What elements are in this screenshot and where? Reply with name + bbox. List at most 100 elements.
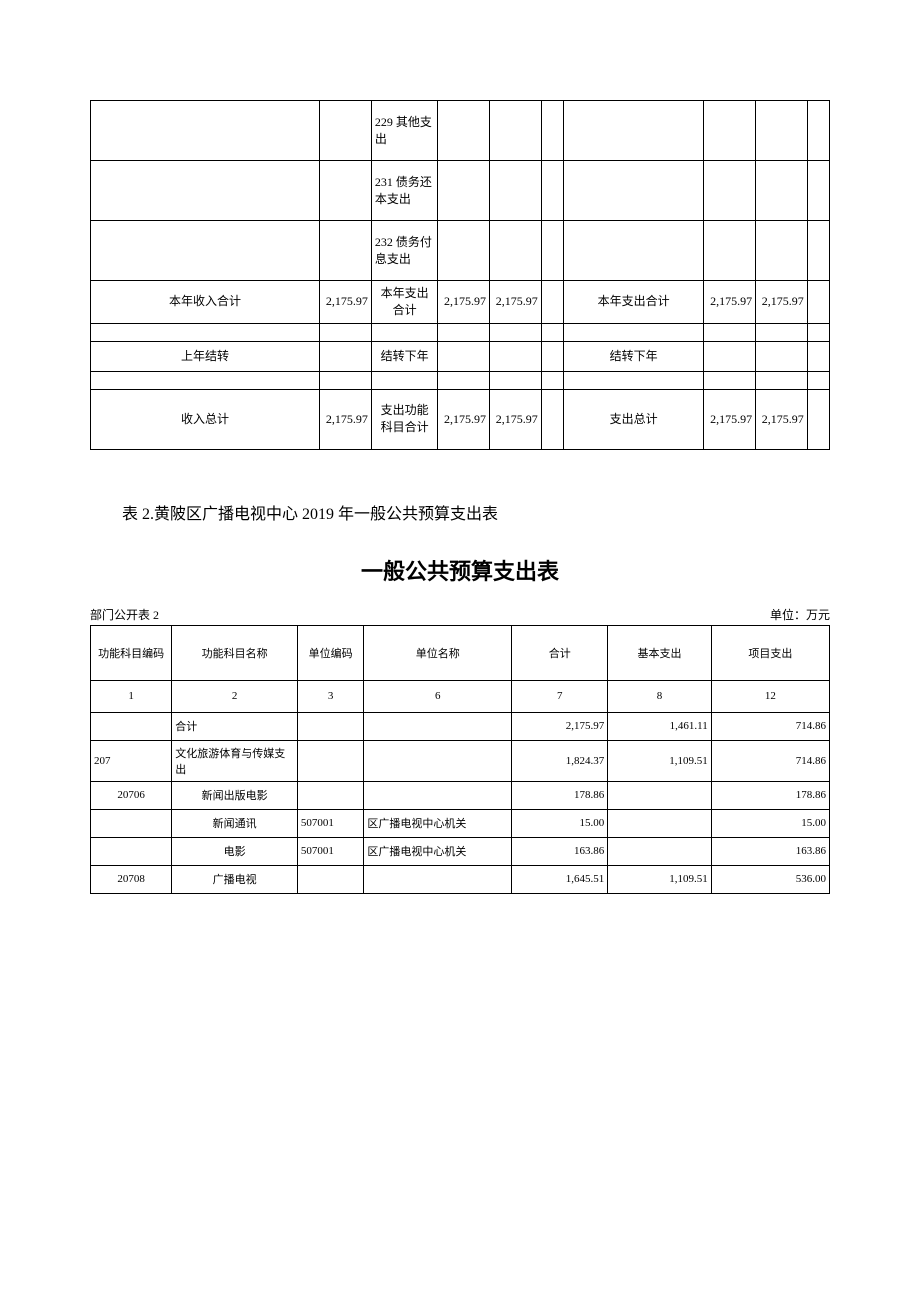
table-cell [297, 781, 364, 809]
table-cell [364, 865, 512, 893]
column-header: 单位名称 [364, 625, 512, 680]
table-cell [563, 101, 703, 161]
table2-meta-right: 单位：万元 [770, 606, 830, 623]
table-cell: 15.00 [512, 809, 608, 837]
table-cell [91, 161, 320, 221]
column-header: 基本支出 [608, 625, 711, 680]
table-cell [91, 712, 172, 740]
table-cell: 2,175.97 [320, 281, 372, 324]
table-row: 上年结转 结转下年 结转下年 [91, 341, 830, 371]
table-cell [608, 781, 711, 809]
table-cell [756, 371, 808, 389]
table-cell [756, 101, 808, 161]
table-cell [807, 323, 829, 341]
table-cell [563, 221, 703, 281]
table-cell: 20706 [91, 781, 172, 809]
table-cell [807, 341, 829, 371]
table-cell: 2,175.97 [756, 389, 808, 449]
table-cell: 507001 [297, 809, 364, 837]
table-cell [704, 341, 756, 371]
table-cell [320, 371, 372, 389]
table-cell: 本年支出合计 [563, 281, 703, 324]
table-cell: 536.00 [711, 865, 829, 893]
table-cell: 15.00 [711, 809, 829, 837]
table-cell [608, 809, 711, 837]
table-cell: 结转下年 [371, 341, 438, 371]
table2-header-row: 功能科目编码功能科目名称单位编码单位名称合计基本支出项目支出 [91, 625, 830, 680]
table-cell: 区广播电视中心机关 [364, 837, 512, 865]
table-cell [756, 221, 808, 281]
table-cell [563, 161, 703, 221]
table-cell: 1,461.11 [608, 712, 711, 740]
column-number: 7 [512, 680, 608, 712]
table-cell: 207 [91, 740, 172, 781]
table-cell [541, 323, 563, 341]
table-cell: 结转下年 [563, 341, 703, 371]
table-cell [563, 371, 703, 389]
column-number: 3 [297, 680, 364, 712]
table-cell: 232 债务付息支出 [371, 221, 438, 281]
table-cell [320, 323, 372, 341]
column-header: 功能科目编码 [91, 625, 172, 680]
table-row: 20706新闻出版电影178.86178.86 [91, 781, 830, 809]
table-cell [807, 101, 829, 161]
table-cell [371, 371, 438, 389]
table-cell [704, 161, 756, 221]
table-cell [756, 323, 808, 341]
income-expense-table: 229 其他支出231 债务还本支出232 债务付息支出本年收入合计2,175.… [90, 100, 830, 450]
table2-meta-left: 部门公开表 2 [90, 606, 159, 623]
table2-column-numbers: 12367812 [91, 680, 830, 712]
table-cell: 上年结转 [91, 341, 320, 371]
table-cell [297, 865, 364, 893]
table-cell [91, 323, 320, 341]
table-cell [490, 221, 542, 281]
table-cell: 507001 [297, 837, 364, 865]
column-number: 8 [608, 680, 711, 712]
table-cell: 2,175.97 [704, 281, 756, 324]
table-cell [756, 161, 808, 221]
table-cell: 231 债务还本支出 [371, 161, 438, 221]
table2-meta: 部门公开表 2 单位：万元 [90, 606, 830, 623]
table-cell [541, 161, 563, 221]
column-header: 合计 [512, 625, 608, 680]
table-cell [371, 323, 438, 341]
column-header: 项目支出 [711, 625, 829, 680]
table-cell [541, 389, 563, 449]
table-cell [704, 221, 756, 281]
table-cell [807, 371, 829, 389]
table-cell [364, 781, 512, 809]
section-title: 表 2.黄陂区广播电视中心 2019 年一般公共预算支出表 [90, 500, 830, 524]
table-cell [490, 341, 542, 371]
table-cell [438, 323, 490, 341]
table-row: 新闻通讯507001区广播电视中心机关15.0015.00 [91, 809, 830, 837]
table-cell [490, 101, 542, 161]
table-cell: 2,175.97 [704, 389, 756, 449]
table-cell [541, 221, 563, 281]
table-row: 20708广播电视1,645.511,109.51536.00 [91, 865, 830, 893]
table-cell: 714.86 [711, 740, 829, 781]
table-cell [91, 809, 172, 837]
table-cell [364, 712, 512, 740]
table-cell [91, 101, 320, 161]
table-cell [563, 323, 703, 341]
table-cell: 支出功能科目合计 [371, 389, 438, 449]
table-cell: 电影 [172, 837, 298, 865]
table-cell: 1,645.51 [512, 865, 608, 893]
column-header: 功能科目名称 [172, 625, 298, 680]
column-number: 2 [172, 680, 298, 712]
table-cell: 2,175.97 [512, 712, 608, 740]
table-row: 207文化旅游体育与传媒支出1,824.371,109.51714.86 [91, 740, 830, 781]
table-cell [438, 341, 490, 371]
table-cell: 新闻出版电影 [172, 781, 298, 809]
table-cell [320, 161, 372, 221]
table-row: 合计2,175.971,461.11714.86 [91, 712, 830, 740]
table-cell [320, 221, 372, 281]
table-cell [608, 837, 711, 865]
table-cell: 178.86 [512, 781, 608, 809]
table-cell [320, 341, 372, 371]
table-cell [490, 161, 542, 221]
table-cell [704, 371, 756, 389]
table-row: 231 债务还本支出 [91, 161, 830, 221]
table2-title: 一般公共预算支出表 [90, 554, 830, 586]
column-number: 1 [91, 680, 172, 712]
